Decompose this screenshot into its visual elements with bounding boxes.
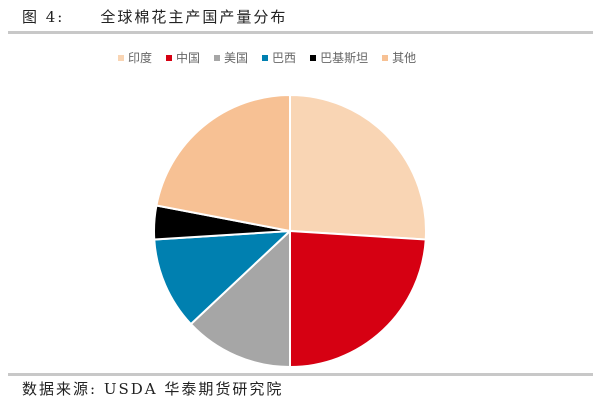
legend-swatch	[310, 54, 317, 61]
pie-slice-3	[153, 229, 293, 326]
legend-label: 巴基斯坦	[320, 51, 369, 65]
chart-title: 全球棉花主产国产量分布	[100, 8, 288, 26]
legend-item: 中国	[166, 49, 200, 66]
pie-slice-0	[289, 93, 427, 241]
legend-swatch	[118, 54, 124, 61]
pie-slice-2	[189, 228, 291, 369]
header-divider	[8, 31, 593, 34]
legend-item: 巴基斯坦	[310, 49, 368, 66]
figure-title: 图 4: 全球棉花主产国产量分布	[22, 6, 287, 27]
legend-item: 美国	[214, 49, 248, 66]
legend-label: 美国	[224, 51, 249, 65]
legend-label: 中国	[176, 51, 201, 65]
legend-swatch	[262, 54, 269, 61]
legend-swatch	[382, 54, 389, 61]
legend-label: 其他	[392, 51, 417, 65]
legend-label: 印度	[128, 51, 153, 65]
footer-divider	[8, 373, 593, 376]
legend-item: 印度	[118, 49, 152, 66]
source-note: 数据来源: USDA 华泰期货研究院	[22, 380, 284, 398]
legend: 印度 中国 美国 巴西 巴基斯坦 其他	[118, 49, 416, 66]
pie-slice-1	[289, 229, 427, 369]
legend-item: 巴西	[262, 49, 296, 66]
figure-label: 图 4:	[22, 8, 65, 26]
pie-slice-5	[155, 93, 291, 233]
legend-label: 巴西	[272, 51, 297, 65]
legend-item: 其他	[382, 49, 416, 66]
legend-swatch	[214, 54, 221, 61]
legend-swatch	[166, 54, 173, 61]
